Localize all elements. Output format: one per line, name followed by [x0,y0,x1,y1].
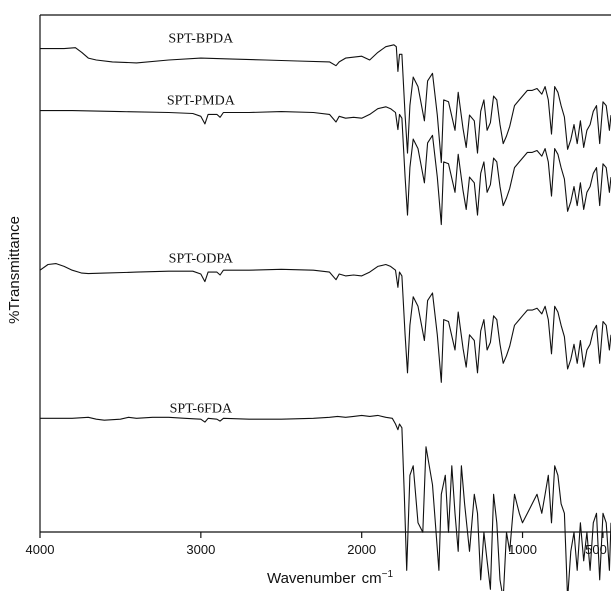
series-label-spt-odpa: SPT-ODPA [169,251,234,266]
series-label-spt-pmda: SPT-PMDA [167,94,236,109]
series-label-spt-bpda: SPT-BPDA [168,32,234,47]
x-axis-title: Wavenumber cm−1 [267,569,393,587]
series-label-spt-6fda: SPT-6FDA [170,401,233,416]
series-label-layer: SPT-BPDA SPT-PMDA SPT-ODPA SPT-6FDA [167,32,236,417]
x-axis-unit-exponent: −1 [382,569,394,580]
plot-area [39,14,611,533]
x-axis-title-text: Wavenumber [267,570,356,587]
x-axis-unit: cm [362,570,382,587]
x-tick-layer: 4000 3000 2000 1000 500 [26,532,607,557]
series-line-spt-6fda [40,414,611,591]
series-line-spt-bpda [40,44,611,164]
x-tick-label: 2000 [347,542,376,557]
series-line-spt-pmda [40,106,611,226]
series-layer [39,44,611,591]
x-tick-label: 3000 [186,542,215,557]
x-tick-label: 500 [585,542,607,557]
x-tick-label: 4000 [26,542,55,557]
x-tick-label: 1000 [508,542,537,557]
series-line-spt-odpa [39,263,611,383]
y-axis-title: %Transmittance [6,216,23,324]
